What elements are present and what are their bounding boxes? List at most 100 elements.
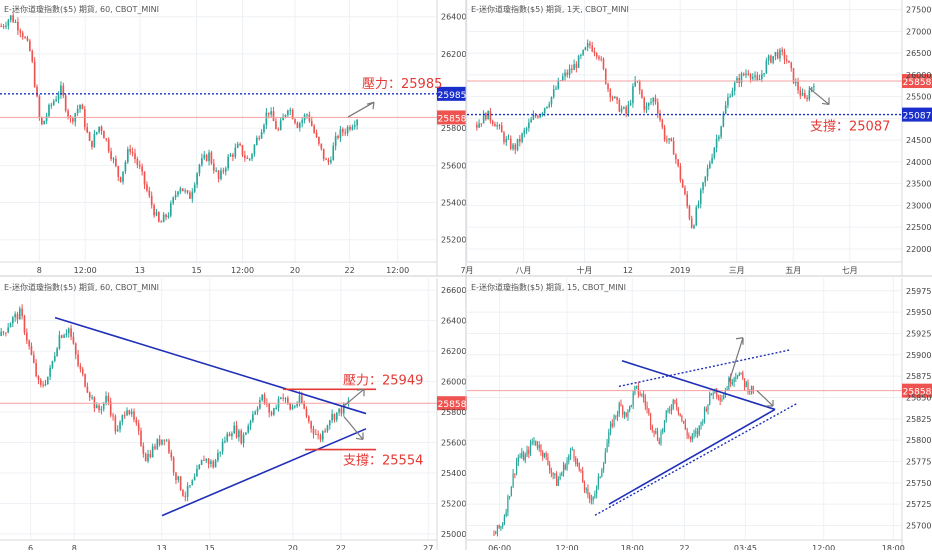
candle-body xyxy=(654,97,657,103)
candle-body xyxy=(740,372,742,374)
candle-body xyxy=(79,365,82,370)
candle-body xyxy=(14,314,16,318)
candle-body xyxy=(95,132,98,134)
candle-body xyxy=(9,323,12,328)
candle-body xyxy=(597,476,599,487)
x-tick-label: 15 xyxy=(192,266,202,275)
candle-body xyxy=(182,490,184,496)
candle-body xyxy=(234,147,237,157)
candle-body xyxy=(175,472,177,481)
candle-body xyxy=(482,113,485,124)
candle-body xyxy=(9,15,12,21)
candle-body xyxy=(60,85,62,95)
candle-body xyxy=(726,389,728,391)
candle-body xyxy=(745,382,747,387)
y-tick-label: 26400 xyxy=(441,13,466,22)
candle-body xyxy=(324,431,326,433)
candle-body xyxy=(541,113,544,115)
y-tick-label: 25800 xyxy=(441,408,466,417)
candle-body xyxy=(189,485,191,487)
candle-body xyxy=(93,133,96,148)
candle-body xyxy=(573,64,575,70)
candle-body xyxy=(207,458,210,464)
candle-body xyxy=(749,74,752,79)
candle-body xyxy=(110,151,112,160)
candle-body xyxy=(620,403,622,407)
y-tick-label: 26400 xyxy=(441,317,466,326)
candle-body xyxy=(168,440,170,453)
support-label: 支撐：25554 xyxy=(343,454,423,469)
candle-body xyxy=(65,333,68,336)
candle-body xyxy=(163,439,166,441)
candle-body xyxy=(64,95,67,111)
x-tick-label: 2019 xyxy=(670,266,690,275)
candle-body xyxy=(498,525,500,528)
candle-body xyxy=(510,486,512,497)
candle-body xyxy=(294,119,296,123)
x-tick-label: 13 xyxy=(135,266,145,275)
candle-body xyxy=(301,119,304,124)
candle-body xyxy=(627,410,629,417)
candle-body xyxy=(268,403,271,413)
candle-body xyxy=(512,473,514,487)
candle-body xyxy=(644,398,646,406)
candle-body xyxy=(586,43,589,48)
x-tick-label: 七月 xyxy=(842,266,858,275)
resistance-tag-label: 25985 xyxy=(438,91,467,101)
candle-body xyxy=(561,472,563,476)
candle-body xyxy=(52,101,55,105)
y-tick-label: 26600 xyxy=(441,286,466,295)
candle-body xyxy=(326,425,329,432)
candle-body xyxy=(496,125,498,127)
candle-body xyxy=(48,104,50,116)
candle-body xyxy=(114,416,117,432)
candle-body xyxy=(785,59,788,61)
candle-body xyxy=(716,388,718,396)
candle-body xyxy=(584,47,587,50)
candle-body xyxy=(134,153,136,160)
candle-body xyxy=(524,455,526,461)
candle-body xyxy=(629,103,632,105)
candle-body xyxy=(643,394,645,399)
candle-body xyxy=(568,455,570,461)
candle-body xyxy=(81,369,84,375)
candle-body xyxy=(643,97,646,110)
candle-body xyxy=(169,203,172,216)
candle-body xyxy=(509,138,512,149)
candle-body xyxy=(745,73,747,76)
candle-body xyxy=(747,382,749,392)
candle-body xyxy=(210,152,213,164)
candle-body xyxy=(19,30,22,33)
candle-body xyxy=(715,138,718,148)
candle-body xyxy=(67,110,69,117)
candle-body xyxy=(77,354,79,366)
y-tick-label: 27000 xyxy=(906,27,931,36)
candle-body xyxy=(790,62,793,69)
y-tick-label: 25825 xyxy=(906,415,931,424)
candle-body xyxy=(150,195,153,206)
candle-body xyxy=(528,122,530,129)
candle-body xyxy=(26,37,29,41)
chart-panel-bottom-left: 25858 25000 25200 25400 25600 25800 26000 26200… xyxy=(0,278,467,554)
candle-body xyxy=(750,385,753,391)
candle-body xyxy=(562,464,565,473)
candle-body xyxy=(536,445,539,449)
y-tick-label: 25600 xyxy=(441,161,466,170)
candle-body xyxy=(242,434,245,444)
candle-body xyxy=(158,212,160,222)
candle-body xyxy=(102,402,105,410)
candle-body xyxy=(679,413,681,416)
candle-body xyxy=(181,188,184,192)
candle-body xyxy=(217,170,220,180)
x-tick-label: 十月 xyxy=(576,265,592,275)
candle-body xyxy=(652,97,655,102)
candle-body xyxy=(641,90,643,98)
candle-body xyxy=(776,51,779,59)
candle-body xyxy=(609,89,612,98)
candle-body xyxy=(592,496,594,501)
candle-body xyxy=(263,124,265,133)
y-tick-label: 25800 xyxy=(441,124,466,133)
candle-body xyxy=(738,373,740,376)
candle-body xyxy=(315,132,318,137)
